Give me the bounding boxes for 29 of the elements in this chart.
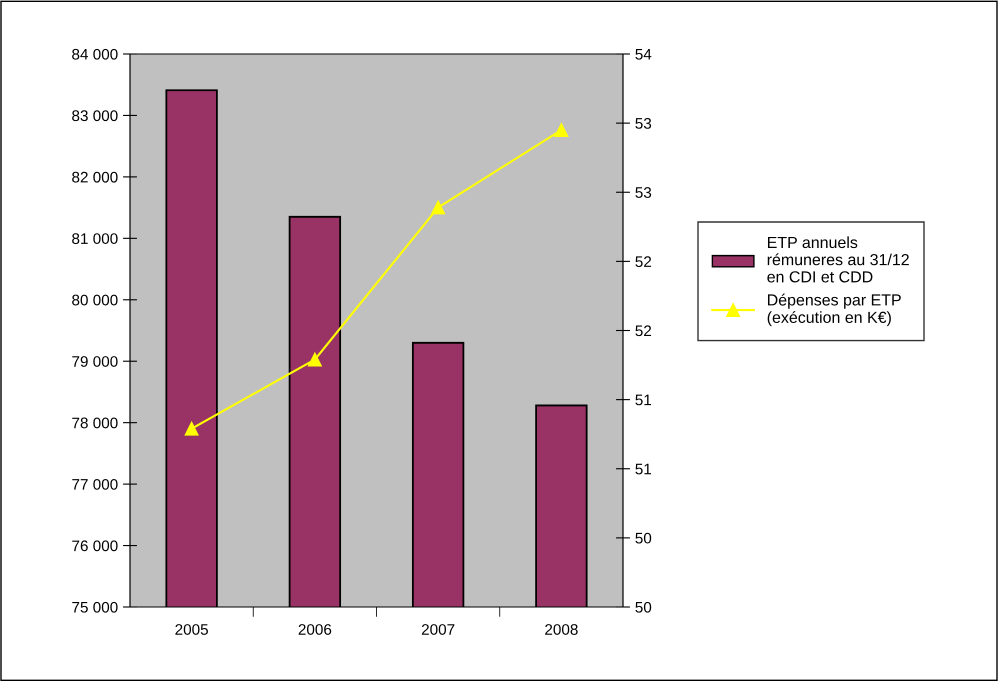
y-tick-label: 78 000 [72, 418, 118, 428]
legend-label: ETP annuels rémuneres au 31/12 en CDI et CDD [767, 236, 909, 283]
y2-tick-label: 52 [635, 325, 652, 336]
x-tick-label: 2008 [545, 624, 578, 635]
point [308, 352, 322, 366]
y-tick-label: 77 000 [72, 478, 118, 490]
legend-label: Dépenses par ETP (exécution en K€) [768, 294, 901, 326]
y-tick-label: 75 000 [72, 602, 118, 613]
y-tick-label: 84 000 [72, 48, 118, 60]
y2-tick-label: 50 [635, 532, 652, 544]
y-tick-label: 79 000 [72, 356, 118, 367]
y2-tick-label: 50 [635, 602, 652, 613]
y-tick-label: 83 000 [72, 110, 118, 122]
y2-tick-label: 51 [635, 464, 652, 474]
y-tick-label: 81 000 [72, 233, 118, 244]
y2-tick-label: 54 [635, 49, 652, 60]
y2-tick-label: 53 [635, 118, 652, 129]
y-tick-label: 80 000 [72, 294, 118, 306]
x-tick-label: 2006 [298, 624, 332, 635]
point [554, 123, 568, 137]
x-tick-label: 2007 [422, 624, 454, 635]
y-tick-label: 82 000 [72, 172, 118, 183]
point [431, 200, 446, 214]
y2-tick-label: 53 [635, 187, 652, 198]
y-tick-label: 76 000 [72, 540, 118, 552]
point [184, 422, 199, 436]
x-tick-label: 2005 [175, 624, 208, 635]
y2-tick-label: 51 [635, 394, 652, 406]
y2-tick-label: 52 [635, 256, 652, 268]
